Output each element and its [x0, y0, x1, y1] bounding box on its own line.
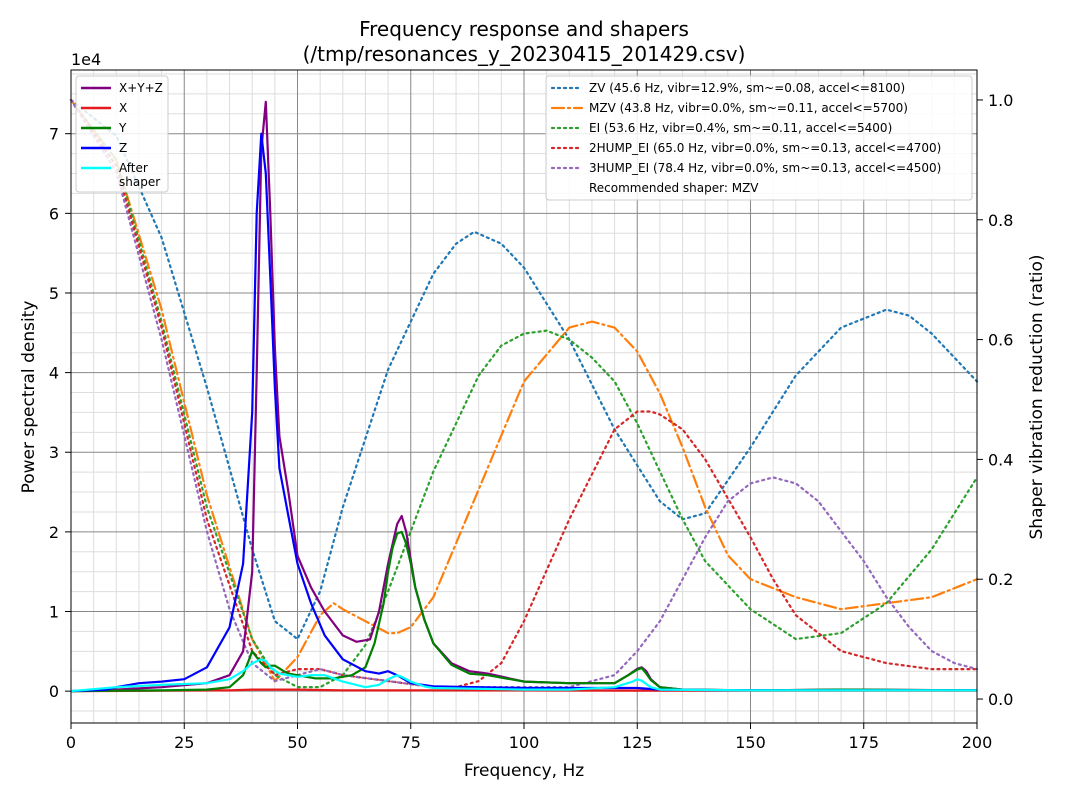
axis-ticks: 0 25 50 75 100 125 150 175 200 0 1 2 3 4 5 6 7 0.0 0.2 0.4 0… [49, 91, 1014, 752]
legend-psd-label-1: X [119, 101, 127, 115]
legend-psd-label-4: shaper [119, 175, 160, 189]
legend-shapers: ZV (45.6 Hz, vibr=12.9%, sm~=0.08, accel… [545, 75, 973, 201]
y2-tick-label: 0.0 [988, 690, 1013, 709]
x-tick-label: 0 [66, 733, 76, 752]
legend-shaper-label-3: 2HUMP_EI (65.0 Hz, vibr=0.0%, sm~=0.13, … [589, 141, 941, 155]
chart-subtitle: (/tmp/resonances_y_20230415_201429.csv) [303, 42, 746, 66]
legend-psd-label-4: After [119, 161, 148, 175]
y2-tick-label: 0.8 [988, 211, 1013, 230]
plot-series [69, 98, 979, 693]
y-axis-scale-label: 1e4 [71, 50, 101, 69]
y-tick-label: 4 [49, 364, 59, 383]
shaper-line-4 [69, 98, 979, 689]
x-tick-label: 200 [962, 733, 993, 752]
y2-axis-label: Shaper vibration reduction (ratio) [1027, 255, 1047, 540]
y-tick-label: 6 [49, 204, 59, 223]
legend-psd-label-2: Y [118, 121, 127, 135]
legend-shaper-label-2: EI (53.6 Hz, vibr=0.4%, sm~=0.11, accel<… [589, 121, 892, 135]
y-tick-label: 5 [49, 284, 59, 303]
y2-tick-label: 0.4 [988, 450, 1013, 469]
y2-tick-label: 1.0 [988, 91, 1013, 110]
y-tick-label: 2 [49, 523, 59, 542]
shaper-line-0 [69, 98, 979, 641]
y-axis-label: Power spectral density [19, 301, 39, 494]
x-tick-label: 75 [401, 733, 421, 752]
y-tick-label: 0 [49, 682, 59, 701]
x-tick-label: 100 [509, 733, 540, 752]
y-tick-label: 7 [49, 125, 59, 144]
recommended-shaper-text: Recommended shaper: MZV [589, 181, 759, 195]
x-axis-label: Frequency, Hz [464, 761, 584, 781]
y-tick-label: 3 [49, 443, 59, 462]
x-tick-label: 25 [174, 733, 194, 752]
y-tick-label: 1 [49, 603, 59, 622]
x-tick-label: 150 [735, 733, 766, 752]
legend-shaper-label-4: 3HUMP_EI (78.4 Hz, vibr=0.0%, sm~=0.13, … [589, 161, 941, 175]
chart-title: Frequency response and shapers [359, 17, 689, 41]
psd-line-1 [70, 688, 977, 693]
legend-shapers-box [545, 75, 973, 201]
x-tick-label: 125 [622, 733, 653, 752]
psd-line-2 [70, 530, 978, 693]
psd-line-4 [70, 658, 977, 693]
y2-tick-label: 0.2 [988, 570, 1013, 589]
legend-shaper-label-1: MZV (43.8 Hz, vibr=0.0%, sm~=0.11, accel… [589, 101, 908, 115]
y2-tick-label: 0.6 [988, 331, 1013, 350]
psd-line-3 [70, 132, 977, 693]
legend-shaper-label-0: ZV (45.6 Hz, vibr=12.9%, sm~=0.08, accel… [589, 81, 905, 95]
legend-psd-label-3: Z [119, 141, 127, 155]
legend-psd-box [75, 75, 169, 193]
legend-psd-label-0: X+Y+Z [119, 81, 163, 95]
x-tick-label: 175 [848, 733, 879, 752]
x-tick-label: 50 [287, 733, 307, 752]
